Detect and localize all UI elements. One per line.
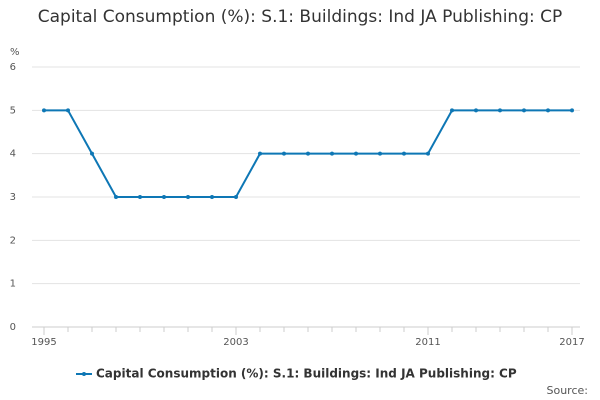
point	[90, 151, 94, 156]
point	[66, 108, 70, 113]
x-tick-label: 2017	[559, 337, 584, 348]
point	[354, 151, 358, 156]
point	[186, 195, 190, 199]
point	[522, 108, 526, 113]
y-tick-label: 3	[10, 192, 16, 203]
point	[426, 151, 430, 156]
point	[210, 195, 214, 199]
point	[474, 108, 478, 113]
legend-label: Capital Consumption (%): S.1: Buildings:…	[96, 367, 517, 381]
chart-title: Capital Consumption (%): S.1: Buildings:…	[37, 7, 563, 27]
y-tick-label: 1	[10, 279, 16, 290]
point	[234, 195, 238, 199]
point	[162, 195, 166, 199]
y-axis-label: %	[10, 47, 20, 58]
y-tick-label: 0	[10, 322, 16, 333]
point	[498, 108, 502, 113]
point	[330, 151, 334, 156]
point	[282, 151, 286, 156]
point	[450, 108, 454, 113]
point	[546, 108, 550, 113]
y-tick-label: 6	[10, 62, 16, 73]
legend-marker-dot	[82, 372, 86, 376]
x-tick-label: 2011	[415, 337, 440, 348]
point	[378, 151, 382, 156]
x-tick-label: 1995	[31, 337, 56, 348]
point	[570, 108, 574, 113]
point	[114, 195, 118, 199]
x-tick-label: 2003	[223, 337, 248, 348]
y-tick-label: 2	[10, 235, 16, 246]
point	[42, 108, 46, 113]
y-tick-label: 4	[10, 149, 16, 160]
point	[306, 151, 310, 156]
point	[402, 151, 406, 156]
point	[258, 151, 262, 156]
point	[138, 195, 142, 199]
y-tick-label: 5	[10, 105, 16, 116]
source: Source:	[547, 384, 589, 397]
